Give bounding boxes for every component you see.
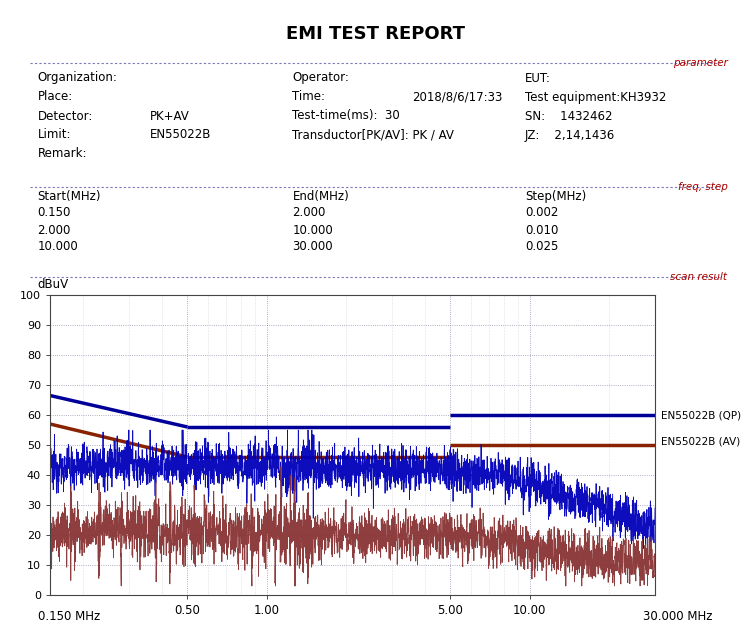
Text: Place:: Place: xyxy=(38,90,73,103)
Text: Test equipment:KH3932: Test equipment:KH3932 xyxy=(525,90,666,103)
Text: 2.000: 2.000 xyxy=(38,223,70,237)
Text: EN55022B (QP): EN55022B (QP) xyxy=(661,410,741,420)
Text: Organization:: Organization: xyxy=(38,71,117,85)
Text: 0.002: 0.002 xyxy=(525,206,558,220)
Text: 30.000 MHz: 30.000 MHz xyxy=(643,610,712,623)
Text: Step(MHz): Step(MHz) xyxy=(525,189,586,203)
Text: dBuV: dBuV xyxy=(38,278,69,290)
Text: Remark:: Remark: xyxy=(38,148,87,160)
Text: JZ:    2,14,1436: JZ: 2,14,1436 xyxy=(525,129,615,141)
Text: parameter: parameter xyxy=(673,58,728,68)
Text: EN55022B (AV): EN55022B (AV) xyxy=(661,437,740,447)
Text: Limit:: Limit: xyxy=(38,129,71,141)
Text: 10.000: 10.000 xyxy=(38,240,78,254)
Text: 0.010: 0.010 xyxy=(525,223,558,237)
Text: EN55022B: EN55022B xyxy=(150,129,211,141)
Text: 0.150: 0.150 xyxy=(38,206,70,220)
Text: 0.150 MHz: 0.150 MHz xyxy=(38,610,100,623)
Text: Detector:: Detector: xyxy=(38,110,93,122)
Text: Start(MHz): Start(MHz) xyxy=(38,189,101,203)
Text: Operator:: Operator: xyxy=(292,71,350,85)
Text: Transductor[PK/AV]: PK / AV: Transductor[PK/AV]: PK / AV xyxy=(292,129,454,141)
Text: PK+AV: PK+AV xyxy=(150,110,190,122)
Text: 30.000: 30.000 xyxy=(292,240,333,254)
Text: 2018/8/6/17:33: 2018/8/6/17:33 xyxy=(413,90,503,103)
Text: Test-time(ms):  30: Test-time(ms): 30 xyxy=(292,110,400,122)
Text: Time:: Time: xyxy=(292,90,326,103)
Text: EUT:: EUT: xyxy=(525,71,550,85)
Text: End(MHz): End(MHz) xyxy=(292,189,350,203)
Text: freq, step: freq, step xyxy=(678,182,728,192)
Text: scan result: scan result xyxy=(670,272,728,282)
Text: 2.000: 2.000 xyxy=(292,206,326,220)
Text: 10.000: 10.000 xyxy=(292,223,333,237)
Text: EMI TEST REPORT: EMI TEST REPORT xyxy=(286,25,464,44)
Text: 0.025: 0.025 xyxy=(525,240,558,254)
Text: SN:    1432462: SN: 1432462 xyxy=(525,110,613,122)
